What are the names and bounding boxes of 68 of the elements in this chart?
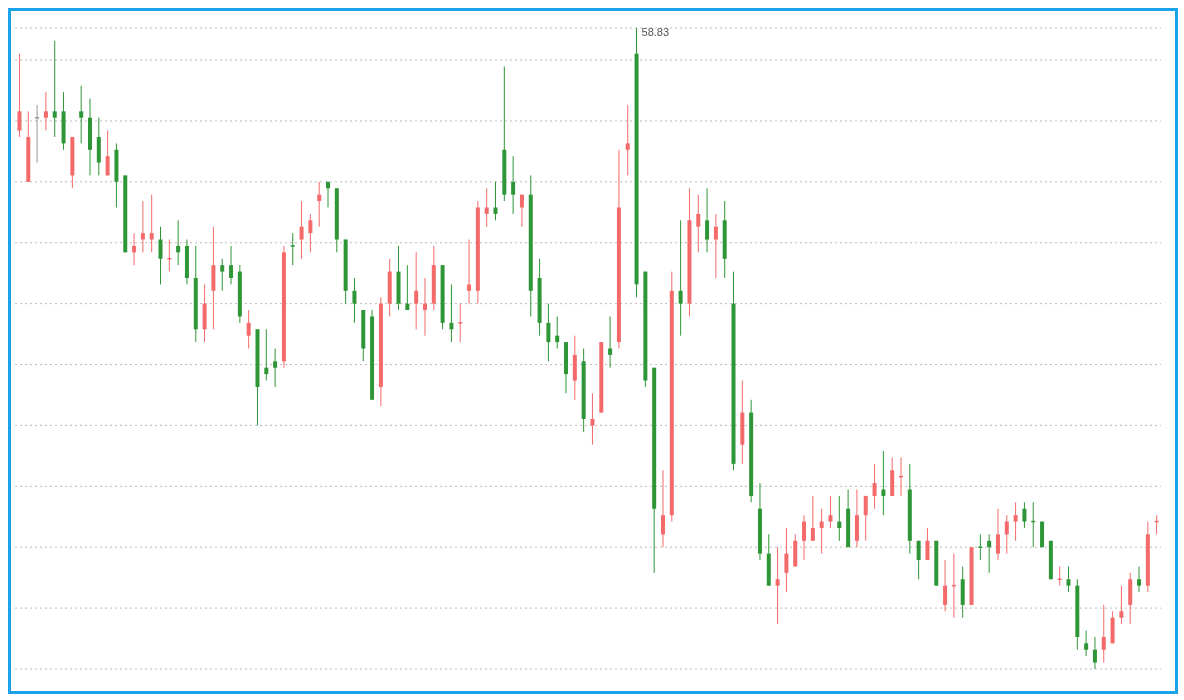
candlestick [511, 155, 516, 215]
candlestick [1013, 501, 1018, 542]
candlestick [229, 245, 234, 285]
candlestick [995, 508, 1000, 561]
candlestick [405, 264, 410, 311]
candlestick [784, 527, 789, 593]
candlestick [220, 258, 225, 292]
candlestick [705, 187, 710, 253]
candlestick [916, 540, 921, 580]
candlestick [317, 181, 322, 228]
candlestick [546, 303, 551, 362]
candlestick [943, 559, 948, 612]
candlestick [608, 315, 613, 369]
candlestick [802, 514, 807, 561]
candlestick [810, 495, 815, 542]
candlestick [414, 251, 419, 330]
candlestick [449, 283, 454, 343]
candlestick [978, 533, 983, 561]
candlestick [79, 85, 84, 144]
candlestick [246, 309, 251, 349]
candlestick [519, 194, 524, 228]
candlestick [1119, 585, 1124, 625]
candlestick [925, 527, 930, 561]
candlestick [105, 130, 110, 176]
candlestick [264, 328, 269, 382]
candlestick [837, 495, 842, 542]
candlestick [625, 104, 630, 176]
candlestick [493, 181, 498, 221]
candlestick [52, 40, 57, 138]
candlestick [987, 533, 992, 574]
candlestick [775, 546, 780, 625]
candlestick [819, 508, 824, 555]
candlestick [140, 200, 145, 253]
candlestick [158, 226, 163, 285]
candlestick [326, 181, 331, 208]
candlestick [176, 219, 181, 266]
annotation: 58.83 [641, 26, 670, 38]
candlestick [1101, 604, 1106, 664]
candlestick [290, 232, 295, 266]
candlestick [1092, 636, 1097, 669]
candlestick [696, 194, 701, 253]
candlestick [881, 450, 886, 516]
candlestick [299, 200, 304, 260]
candlestick [555, 315, 560, 349]
candlestick [422, 277, 427, 337]
candlestick [273, 348, 278, 388]
candlestick [132, 232, 137, 266]
candlestick [149, 194, 154, 253]
candlestick [1084, 630, 1089, 657]
candlestick [1066, 565, 1071, 593]
candlestick [660, 469, 665, 548]
candlestick [167, 239, 172, 273]
candlestick [1004, 514, 1009, 555]
candlestick [590, 392, 595, 446]
candlestick [713, 213, 718, 279]
candlestick [872, 463, 877, 510]
candlestick [1022, 501, 1027, 529]
candlestick [863, 495, 868, 542]
candlestick [352, 277, 357, 324]
candlestick [484, 187, 489, 228]
candlestick [678, 219, 683, 337]
candlestick [467, 239, 472, 305]
candlestick [1137, 565, 1142, 593]
candlestick [828, 495, 833, 529]
candlestick [17, 53, 22, 138]
candlestick [308, 213, 313, 253]
candlestick [458, 303, 463, 343]
candlestick [43, 91, 48, 132]
